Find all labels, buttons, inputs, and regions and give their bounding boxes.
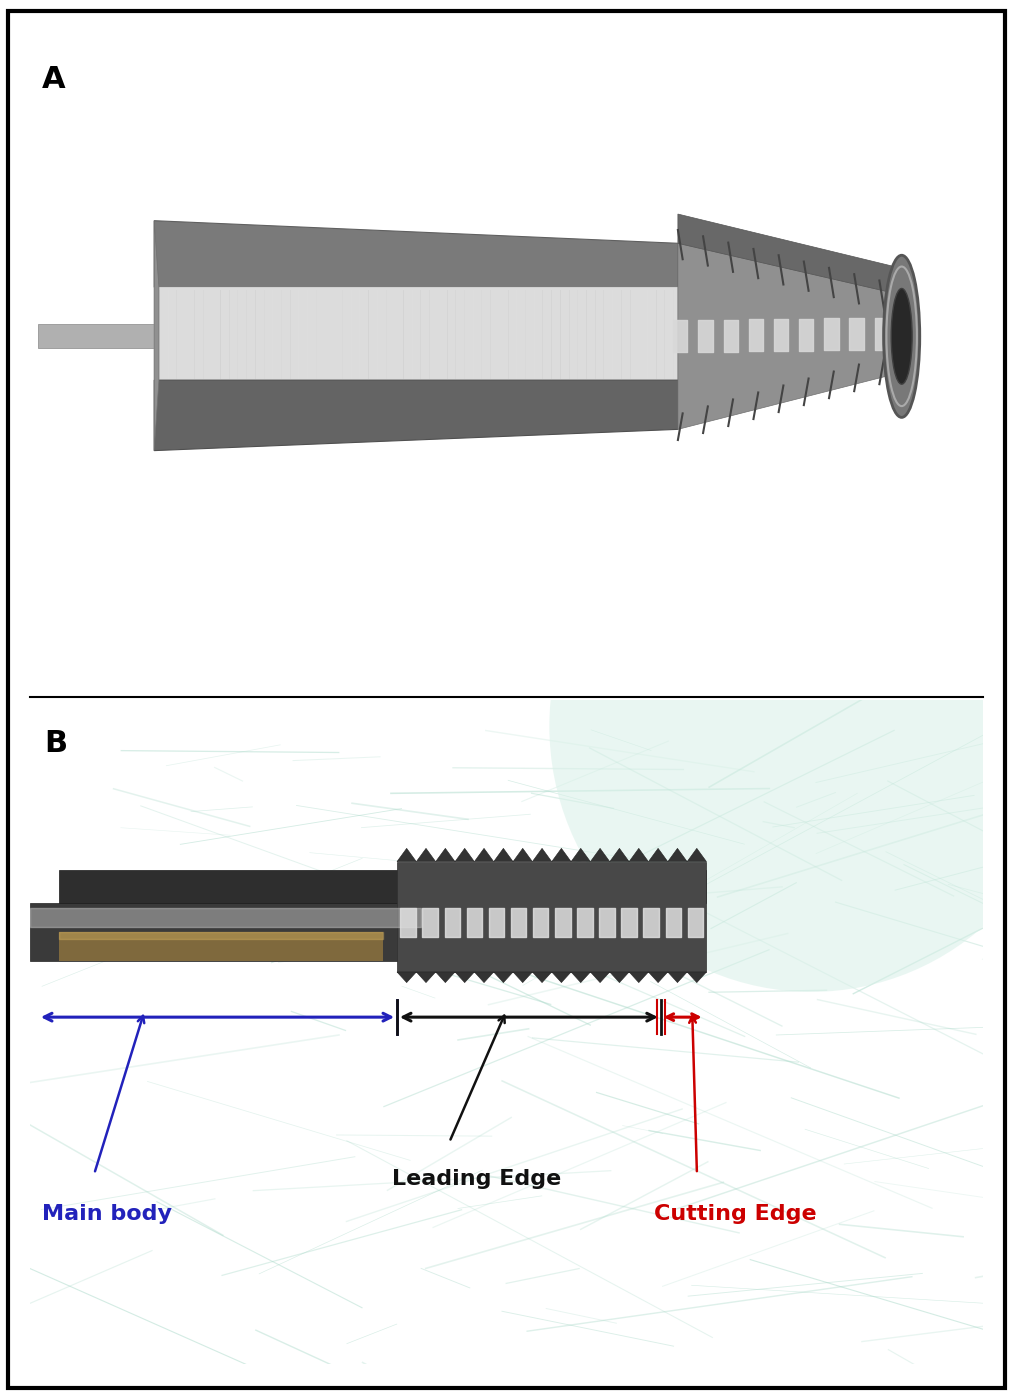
Polygon shape bbox=[513, 972, 533, 982]
Polygon shape bbox=[154, 221, 159, 450]
Polygon shape bbox=[154, 287, 678, 381]
Polygon shape bbox=[513, 848, 533, 862]
Polygon shape bbox=[455, 972, 474, 982]
Polygon shape bbox=[687, 848, 706, 862]
Polygon shape bbox=[416, 848, 436, 862]
Ellipse shape bbox=[883, 255, 920, 417]
Polygon shape bbox=[591, 848, 610, 862]
Text: Main body: Main body bbox=[42, 1205, 172, 1224]
Polygon shape bbox=[648, 972, 668, 982]
Polygon shape bbox=[533, 972, 552, 982]
Polygon shape bbox=[30, 902, 420, 961]
Polygon shape bbox=[533, 848, 552, 862]
Polygon shape bbox=[436, 848, 455, 862]
Polygon shape bbox=[416, 972, 436, 982]
Polygon shape bbox=[474, 848, 493, 862]
Polygon shape bbox=[629, 848, 648, 862]
Polygon shape bbox=[59, 870, 706, 902]
Text: B: B bbox=[45, 729, 68, 758]
Ellipse shape bbox=[549, 460, 1013, 992]
Polygon shape bbox=[610, 848, 629, 862]
Polygon shape bbox=[455, 848, 474, 862]
Polygon shape bbox=[629, 972, 648, 982]
Text: Cutting Edge: Cutting Edge bbox=[654, 1205, 816, 1224]
Polygon shape bbox=[552, 972, 571, 982]
Polygon shape bbox=[668, 848, 687, 862]
Text: A: A bbox=[42, 66, 66, 94]
Polygon shape bbox=[59, 932, 383, 961]
Polygon shape bbox=[493, 848, 513, 862]
Polygon shape bbox=[397, 972, 416, 982]
Polygon shape bbox=[591, 972, 610, 982]
Polygon shape bbox=[38, 325, 182, 348]
Polygon shape bbox=[397, 862, 706, 972]
Polygon shape bbox=[571, 848, 591, 862]
Polygon shape bbox=[474, 972, 493, 982]
Polygon shape bbox=[397, 848, 416, 862]
Polygon shape bbox=[154, 221, 678, 287]
Text: Leading Edge: Leading Edge bbox=[392, 1168, 561, 1189]
Polygon shape bbox=[571, 972, 591, 982]
Polygon shape bbox=[610, 972, 629, 982]
Polygon shape bbox=[678, 243, 897, 429]
Polygon shape bbox=[687, 972, 706, 982]
Polygon shape bbox=[154, 381, 678, 450]
Polygon shape bbox=[493, 972, 513, 982]
Polygon shape bbox=[436, 972, 455, 982]
Polygon shape bbox=[678, 214, 897, 294]
Polygon shape bbox=[552, 848, 571, 862]
Ellipse shape bbox=[891, 288, 912, 385]
Polygon shape bbox=[668, 972, 687, 982]
Polygon shape bbox=[648, 848, 668, 862]
